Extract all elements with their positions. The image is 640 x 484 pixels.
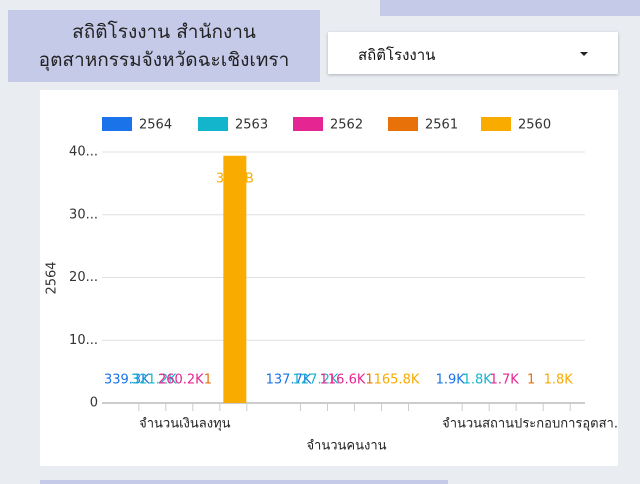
- data-label: 1.7K: [490, 373, 520, 388]
- dropdown-value: สถิติโรงงาน: [358, 46, 436, 64]
- top-strip: [380, 0, 640, 16]
- data-label: 1.8K: [544, 373, 574, 388]
- title-line: สถิติโรงงาน สำนักงาน: [72, 21, 256, 43]
- bar: [223, 155, 247, 403]
- title-box: สถิติโรงงาน สำนักงาน อุตสาหกรรมจังหวัดฉะ…: [8, 10, 320, 82]
- data-label: 321.2K: [131, 372, 177, 387]
- title-line: อุตสาหกรรมจังหวัดฉะเชิงเทรา: [38, 49, 290, 71]
- legend-swatch: [293, 117, 323, 131]
- data-label: 1: [365, 373, 373, 388]
- bottom-strip: [40, 480, 448, 484]
- x-tick-label: จำนวนเงินลงทุน: [139, 417, 231, 432]
- data-label: 127.2K: [293, 372, 339, 387]
- data-label: 116.6K: [320, 372, 366, 387]
- y-tick-label: 20...: [69, 270, 98, 285]
- legend-swatch: [388, 117, 418, 131]
- y-tick-label: 40...: [69, 145, 98, 160]
- chart: 0 10... 20... 30... 40... 2564 2564 2563 2562 256…: [45, 117, 626, 454]
- data-label: 39.4B: [216, 171, 254, 186]
- chart-panel: 0 10... 20... 30... 40... 2564 2564 2563 2562 256…: [40, 90, 626, 466]
- data-label: 1.8K: [463, 373, 493, 388]
- data-label: 165.8K: [374, 372, 420, 387]
- legend-label: 2560: [518, 118, 551, 133]
- dropdown[interactable]: สถิติโรงงาน: [328, 32, 618, 74]
- data-label: 1: [204, 373, 212, 388]
- data-label: 1.9K: [436, 373, 466, 388]
- legend-swatch: [102, 117, 132, 131]
- legend-label: 2563: [235, 118, 268, 133]
- y-axis-label: 2564: [45, 261, 60, 294]
- y-tick-label: 30...: [69, 207, 98, 222]
- caret: [580, 52, 588, 56]
- data-label: 339.3K: [104, 372, 150, 387]
- legend-label: 2561: [425, 118, 458, 133]
- legend-label: 2564: [139, 118, 172, 133]
- x-tick-label: จำนวนสถานประกอบการอุตสา...: [442, 417, 618, 432]
- data-label: 1: [527, 373, 535, 388]
- x-tick-label: จำนวนคนงาน: [306, 439, 386, 454]
- data-label: 137.7K: [266, 372, 312, 387]
- legend-swatch: [198, 117, 228, 131]
- data-label: 260.2K: [158, 372, 204, 387]
- legend-swatch: [481, 117, 511, 131]
- y-tick-label: 10...: [69, 333, 98, 348]
- legend-label: 2562: [330, 118, 363, 133]
- y-tick-label: 0: [90, 396, 98, 411]
